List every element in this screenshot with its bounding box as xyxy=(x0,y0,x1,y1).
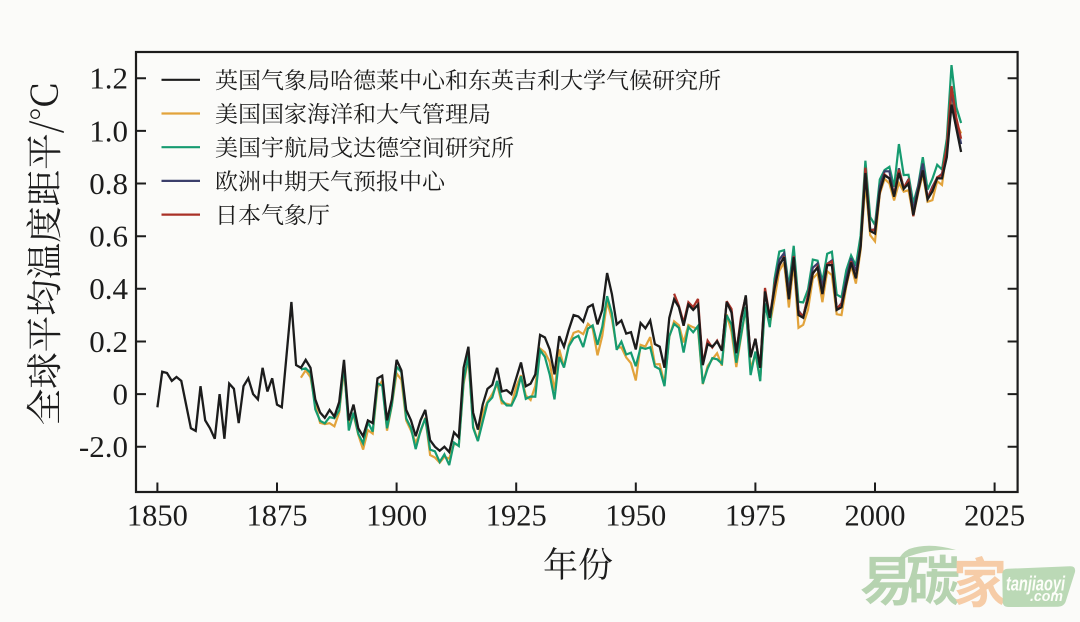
svg-text:1900: 1900 xyxy=(366,499,427,533)
svg-text:0.6: 0.6 xyxy=(89,219,128,254)
svg-text:0: 0 xyxy=(113,377,129,412)
svg-text:1925: 1925 xyxy=(486,499,547,533)
svg-text:.com: .com xyxy=(1030,589,1063,605)
svg-text:1850: 1850 xyxy=(127,499,188,533)
svg-text:-2.0: -2.0 xyxy=(79,429,128,464)
svg-text:tanjiaoyi: tanjiaoyi xyxy=(1006,574,1065,596)
svg-text:0.4: 0.4 xyxy=(89,271,128,306)
svg-text:1.2: 1.2 xyxy=(89,61,128,96)
svg-text:1875: 1875 xyxy=(247,499,308,533)
svg-text:0.8: 0.8 xyxy=(89,166,128,201)
svg-text:2025: 2025 xyxy=(964,499,1025,533)
svg-text:2000: 2000 xyxy=(845,499,906,533)
svg-text:1950: 1950 xyxy=(605,499,666,533)
svg-text:1975: 1975 xyxy=(725,499,786,533)
svg-text:0.2: 0.2 xyxy=(89,324,128,359)
svg-text:1.0: 1.0 xyxy=(89,113,128,148)
